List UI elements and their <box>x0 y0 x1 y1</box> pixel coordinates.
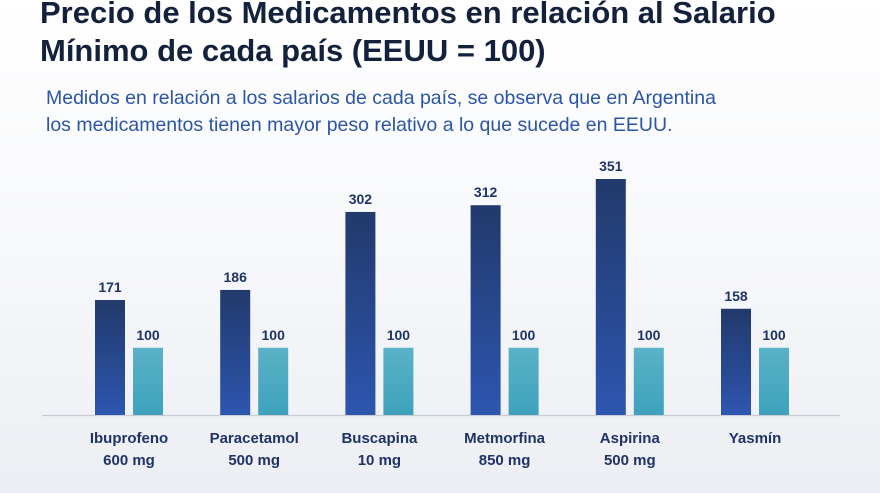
category-label: Aspirina <box>600 430 661 447</box>
chart-subtitle: Medidos en relación a los salarios de ca… <box>46 87 716 136</box>
data-label: 100 <box>136 327 160 343</box>
category-label: Yasmín <box>729 430 782 447</box>
bar-eeuu <box>383 347 414 415</box>
bar-eeuu <box>759 347 789 415</box>
category-label: 500 mg <box>228 452 280 469</box>
category-label: 850 mg <box>479 452 531 469</box>
category-label: Buscapina <box>341 430 418 447</box>
category-label: Metmorfina <box>464 430 545 447</box>
bar-eeuu <box>633 347 664 415</box>
category-label: Paracetamol <box>210 430 299 447</box>
data-label: 171 <box>98 279 122 295</box>
data-label: 100 <box>387 327 411 343</box>
category-label: 600 mg <box>103 452 155 469</box>
bar-pais <box>95 300 125 415</box>
bar-eeuu <box>133 347 163 415</box>
data-label: 351 <box>599 158 623 174</box>
category-label: 10 mg <box>358 452 401 469</box>
data-label: 100 <box>512 327 536 343</box>
bar-eeuu <box>508 347 539 415</box>
bar-eeuu <box>258 347 289 415</box>
data-label: 100 <box>637 327 661 343</box>
data-label: 312 <box>474 184 498 200</box>
data-label: 158 <box>724 288 748 304</box>
bar-pais <box>470 205 501 415</box>
category-label: Ibuprofeno <box>90 430 168 447</box>
bar-pais <box>595 179 626 415</box>
data-label: 186 <box>224 269 248 285</box>
data-label: 302 <box>349 191 373 207</box>
bar-pais <box>345 211 376 415</box>
chart-title: Precio de los Medicamentos en relación a… <box>40 0 776 68</box>
bar-pais <box>721 308 751 415</box>
data-label: 100 <box>762 327 786 343</box>
data-label: 100 <box>262 327 286 343</box>
bar-pais <box>220 289 251 415</box>
category-label: 500 mg <box>604 452 656 469</box>
